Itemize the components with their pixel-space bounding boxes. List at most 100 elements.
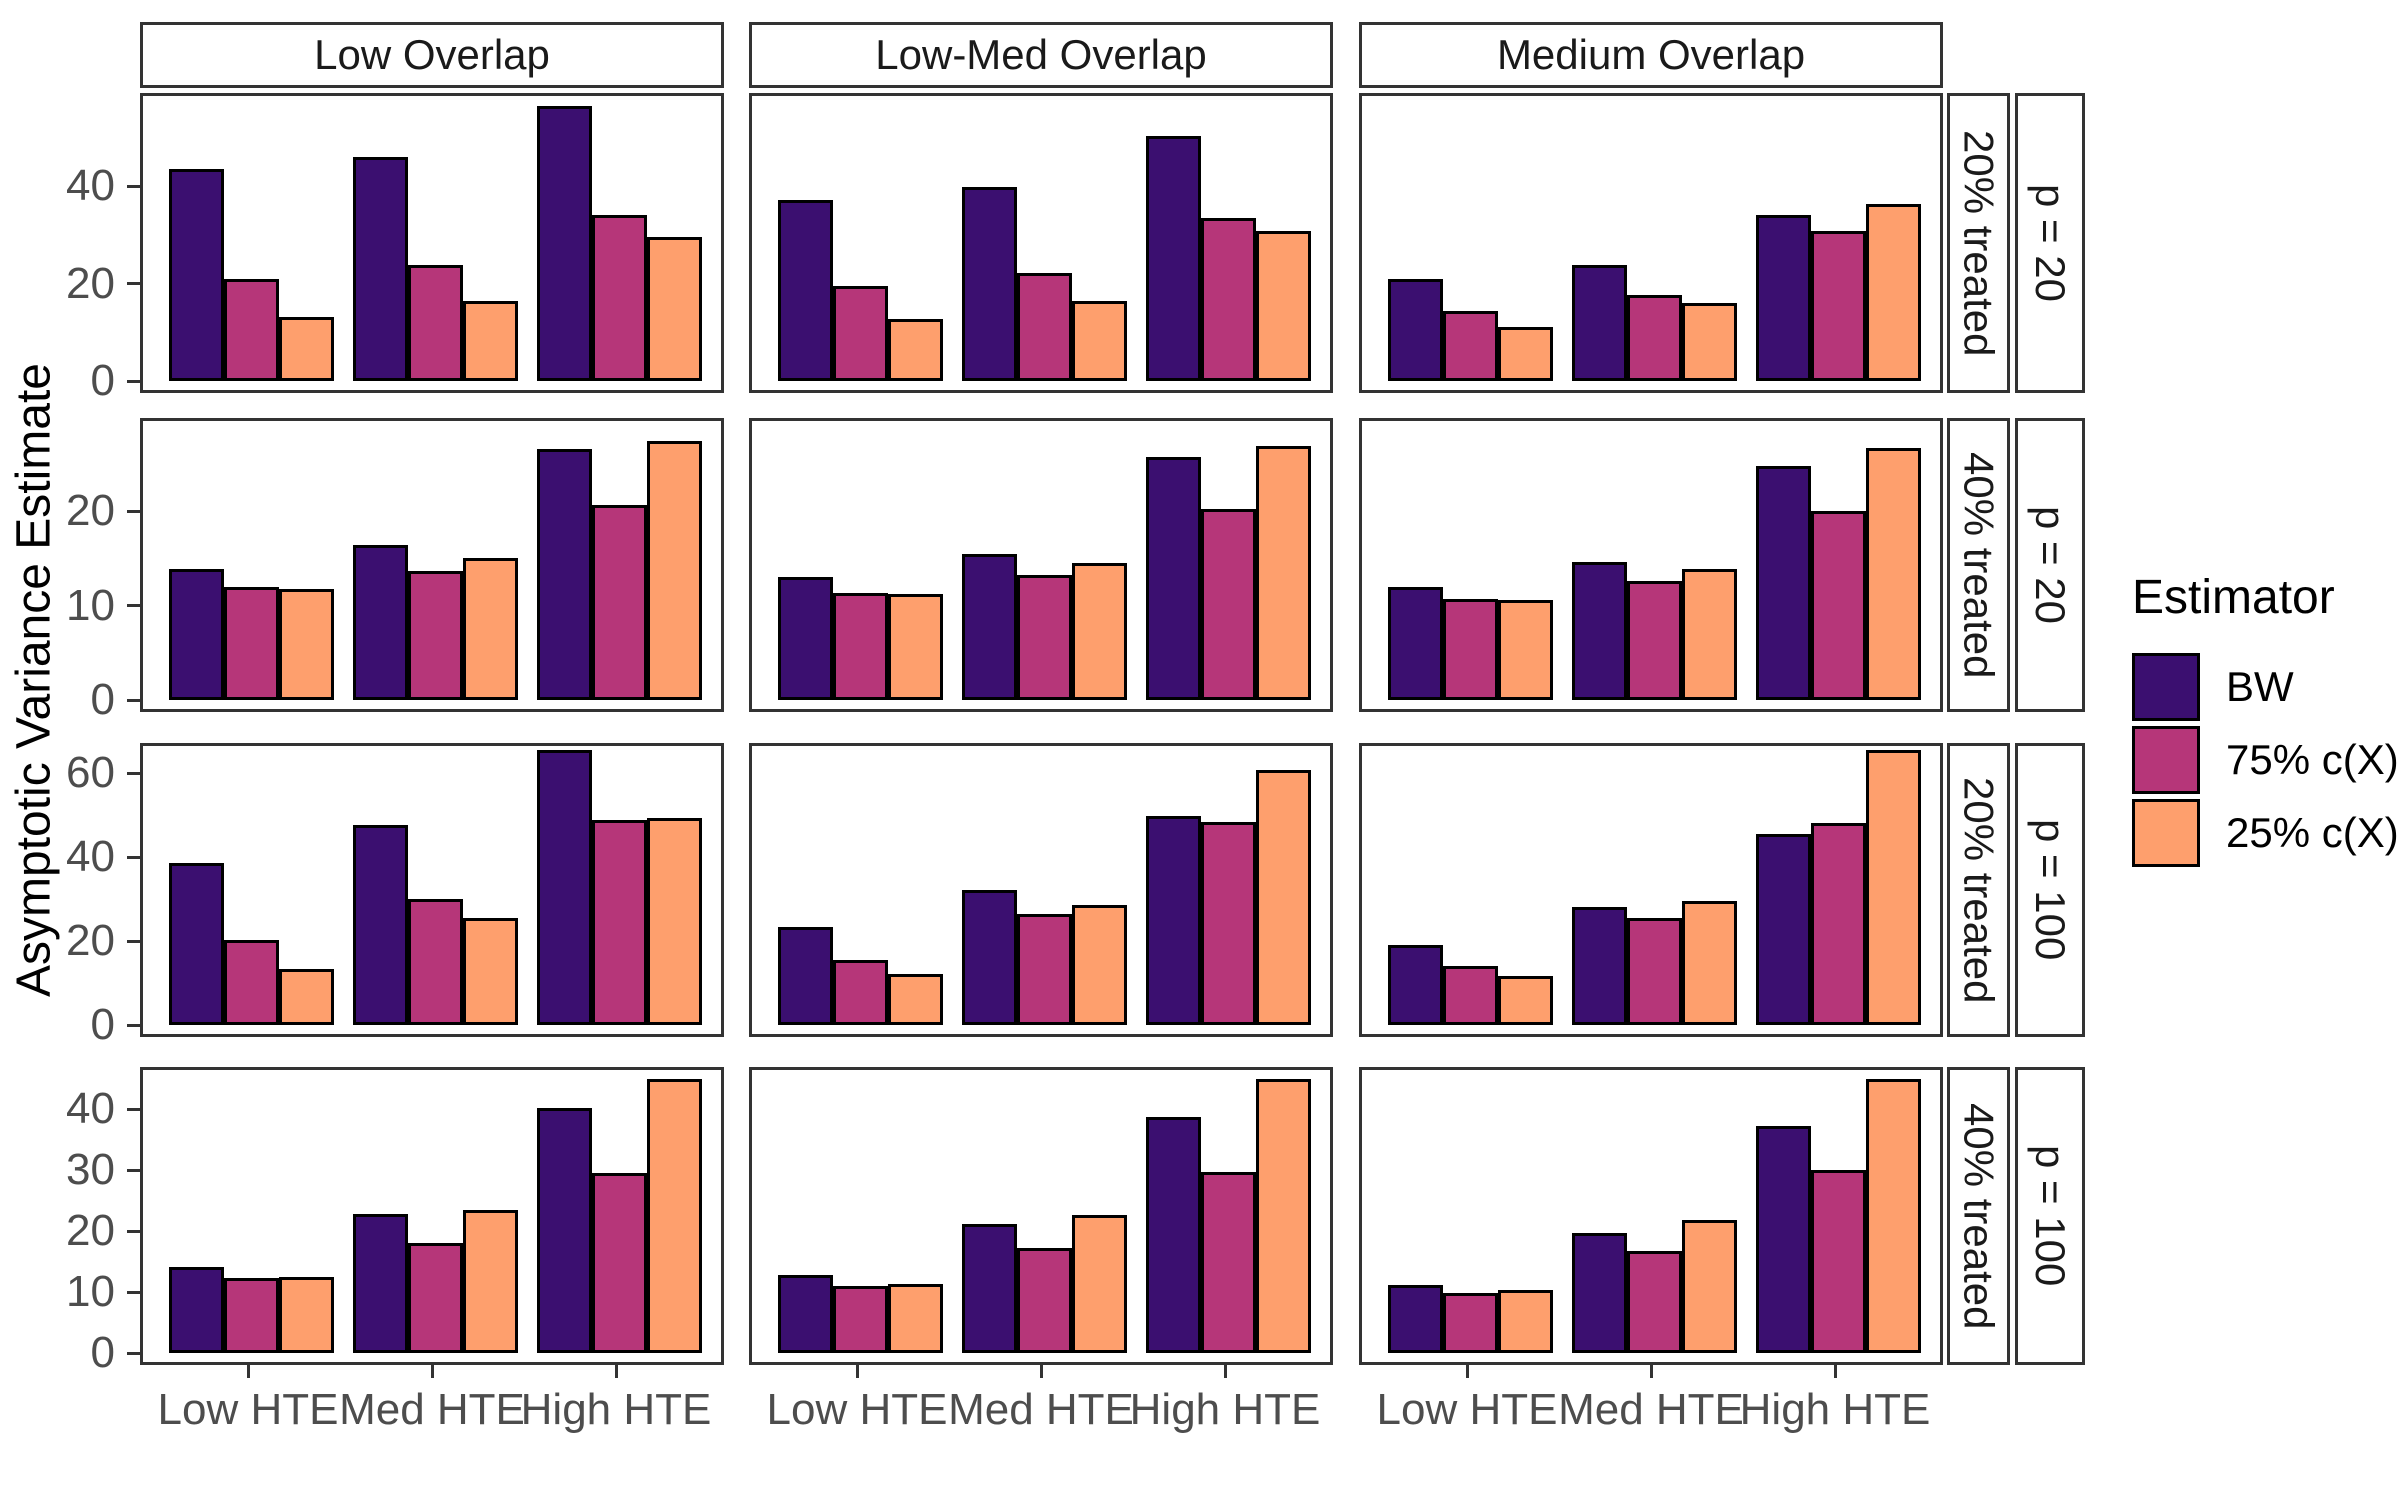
y-tick-label: 60: [66, 748, 115, 797]
bar: [1200, 217, 1256, 381]
bar: [646, 236, 702, 381]
legend-item-label: 75% c(X): [2226, 736, 2399, 783]
row-facet-strip-p: p = 20: [2015, 93, 2085, 393]
legend-key-swatch: [2132, 726, 2200, 794]
bar: [887, 594, 943, 700]
bar: [536, 106, 592, 381]
bar: [278, 1277, 334, 1353]
x-tick-label: High HTE: [520, 1385, 712, 1434]
bar: [1865, 1078, 1921, 1353]
y-tick-mark: [127, 604, 140, 607]
bar: [961, 553, 1017, 700]
bar: [887, 1284, 943, 1353]
bar: [887, 974, 943, 1025]
bar: [1071, 563, 1127, 700]
bar: [1145, 135, 1201, 381]
bar: [1442, 310, 1498, 381]
bar: [1497, 1290, 1553, 1353]
facet-panel: [140, 93, 724, 393]
row-facet-strip-p: p = 100: [2015, 1067, 2085, 1365]
bar: [1387, 945, 1443, 1025]
x-tick-mark: [1223, 1365, 1227, 1378]
bar: [832, 286, 888, 381]
bar: [1255, 445, 1311, 700]
bar: [168, 862, 224, 1025]
bar: [591, 214, 647, 381]
facet-panel: [1359, 418, 1943, 712]
bar: [1810, 230, 1866, 381]
bar: [168, 1267, 224, 1353]
legend-item-label: BW: [2226, 663, 2294, 710]
bar: [1497, 327, 1553, 381]
x-tick-mark: [246, 1365, 250, 1378]
legend-item-label: 25% c(X): [2226, 809, 2399, 856]
bar: [1755, 1126, 1811, 1353]
bar: [1626, 294, 1682, 381]
x-tick-mark: [1649, 1365, 1653, 1378]
bar: [1442, 965, 1498, 1025]
y-tick-mark: [127, 1229, 140, 1233]
y-tick-label: 10: [66, 580, 115, 630]
facet-panel: [1359, 1067, 1943, 1365]
bar: [887, 319, 943, 381]
bar: [1626, 580, 1682, 700]
x-tick-mark: [614, 1365, 618, 1378]
bar: [1255, 230, 1311, 381]
bar: [961, 890, 1017, 1025]
bar: [1071, 301, 1127, 381]
bar: [1810, 511, 1866, 700]
bar: [777, 577, 833, 700]
y-tick-mark: [127, 1290, 140, 1294]
bar: [1255, 1078, 1311, 1353]
bar: [1387, 586, 1443, 700]
row-facet-strip-treated: 20% treated: [1947, 93, 2010, 393]
bar: [1865, 203, 1921, 381]
facet-panel: [1359, 93, 1943, 393]
facet-panel: [140, 743, 724, 1037]
facet-panel: [749, 93, 1333, 393]
y-tick-label: 40: [66, 1084, 115, 1134]
legend-item: 75% c(X): [2120, 726, 2399, 794]
bar: [777, 927, 833, 1025]
bar: [1497, 599, 1553, 700]
bar: [1145, 457, 1201, 700]
bar: [407, 1242, 463, 1353]
bar: [777, 1275, 833, 1353]
bar: [1071, 905, 1127, 1025]
bar: [646, 817, 702, 1025]
row-facet-strip-p: p = 100: [2015, 743, 2085, 1037]
legend-items: BW 75% c(X) 25% c(X): [2120, 653, 2399, 867]
y-tick-label: 20: [66, 486, 115, 535]
bar: [168, 568, 224, 700]
x-tick-label: Med HTE: [339, 1385, 525, 1434]
facet-panel: [1359, 743, 1943, 1037]
y-tick-label: 40: [66, 161, 115, 211]
y-tick-label: 0: [90, 1328, 115, 1377]
bar: [223, 586, 279, 700]
bar: [1571, 907, 1627, 1025]
y-tick-label: 0: [90, 356, 115, 405]
facet-panel: [140, 418, 724, 712]
bar: [1016, 913, 1072, 1025]
bar: [1865, 749, 1921, 1025]
col-facet-strip: Low Overlap: [140, 22, 724, 88]
bar: [832, 959, 888, 1025]
legend-item: 25% c(X): [2120, 799, 2399, 867]
row-facet-strip-treated: 40% treated: [1947, 418, 2010, 712]
bar: [777, 199, 833, 381]
x-tick-label: High HTE: [1129, 1385, 1321, 1434]
row-facet-strip-treated: 40% treated: [1947, 1067, 2010, 1365]
legend-key-swatch: [2132, 799, 2200, 867]
bar: [1626, 1251, 1682, 1353]
bar: [407, 570, 463, 700]
y-tick-mark: [127, 184, 140, 188]
bar: [1387, 278, 1443, 381]
bar: [407, 899, 463, 1025]
legend-key-swatch: [2132, 653, 2200, 721]
bar: [223, 278, 279, 381]
bar: [1681, 900, 1737, 1025]
legend: Estimator BW 75% c(X) 25% c(X): [2120, 570, 2399, 872]
bar: [1200, 821, 1256, 1025]
y-tick-mark: [127, 1107, 140, 1111]
